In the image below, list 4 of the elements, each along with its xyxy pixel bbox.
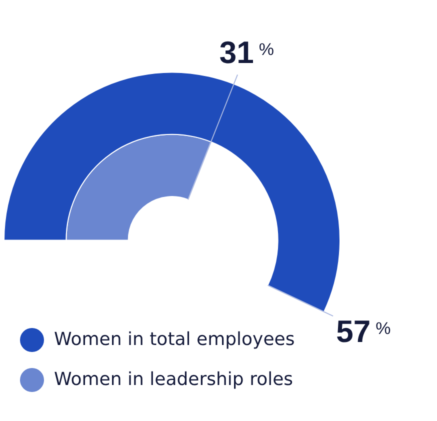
data-label: 31% xyxy=(219,35,274,70)
legend-label: Women in total employees xyxy=(54,329,295,351)
data-label: 57% xyxy=(336,314,391,349)
legend-label: Women in leadership roles xyxy=(54,369,294,391)
